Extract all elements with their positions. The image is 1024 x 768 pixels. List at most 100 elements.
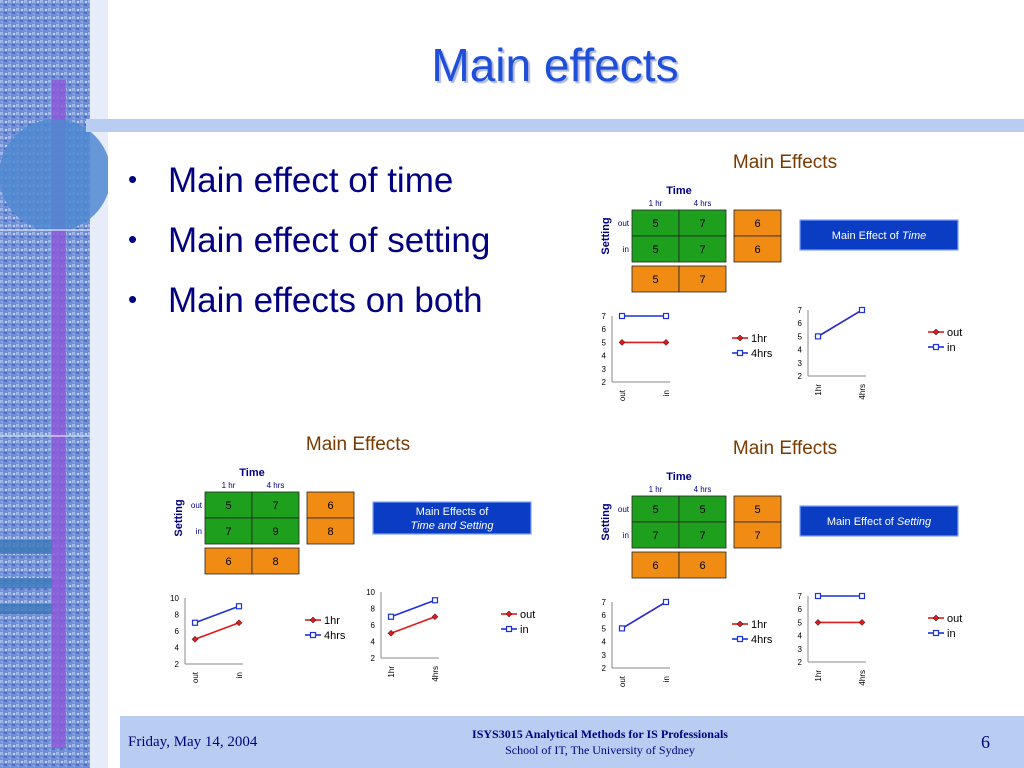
table-cell [678,235,727,263]
data-point [191,619,199,626]
legend-marker [932,629,940,637]
legend-label: 1hr [751,333,767,345]
column-mean-value: 6 [652,560,658,572]
row-mean-value: 5 [754,504,760,516]
table-value: 7 [699,244,705,256]
column-label: 1 hr [222,481,236,490]
bullet-text: Main effect of time [168,161,454,200]
y-tick-label: 8 [371,605,376,614]
table-value: 5 [225,500,231,512]
legend-marker [505,610,513,618]
row-label: out [618,505,630,514]
data-point [662,339,670,346]
setting-label: Setting [600,217,612,254]
y-tick-label: 5 [798,618,803,627]
y-tick-label: 2 [602,378,607,387]
line-chart: 2 3 4 5 6 7 1hr 4hrs out in [798,592,963,686]
line-chart: 2 3 4 5 6 7 out in 1hr 4hrs [602,598,773,687]
banner-emphasis: Time [902,230,926,242]
main-effects-panel-setting: Main Effects Time 1 hr 4 hrs Setting out in 5 5 7… [575,432,1015,698]
legend-marker [736,635,744,643]
column-label: 4 hrs [267,481,285,490]
x-tick-label: out [618,389,627,401]
data-point [858,619,866,626]
bullet-icon: • [128,224,138,254]
x-tick-label: out [618,675,627,687]
table-value: 5 [652,218,658,230]
effect-banner [799,219,959,251]
decoration-pattern [0,0,108,768]
y-tick-label: 2 [175,660,180,669]
series-line [390,599,436,618]
x-tick-label: 4hrs [858,670,867,686]
data-point [387,613,395,620]
panel-title: Main Effects [733,438,837,459]
legend-label: in [947,342,956,354]
table-value: 7 [699,218,705,230]
series-line [194,622,240,640]
data-point [814,333,822,340]
data-point [235,619,243,627]
row-mean-cell [733,495,782,523]
line-chart: 2 3 4 5 6 7 out in 1hr 4hrs [602,312,773,401]
data-point [662,312,670,320]
legend-marker [736,620,744,628]
table-cell [631,521,680,549]
column-mean-cell [631,265,680,293]
x-tick-label: in [662,390,671,396]
table-cell [678,495,727,523]
x-tick-label: out [191,671,200,683]
y-tick-label: 7 [602,312,607,321]
footer-date: Friday, May 14, 2004 [128,734,258,750]
data-point [618,625,626,632]
line-chart: 2 4 6 8 10 1hr 4hrs out in [366,588,535,682]
banner-emphasis: Time and Setting [410,520,494,532]
bullet-item: • Main effects on both [128,270,490,330]
data-point [814,619,822,626]
column-mean-cell [678,265,727,293]
data-point [858,592,866,600]
bullet-icon: • [128,164,138,194]
column-mean-value: 7 [699,274,705,286]
y-tick-label: 8 [175,611,180,620]
x-tick-label: 1hr [387,666,396,678]
bullet-item: • Main effect of setting [128,210,490,270]
row-mean-value: 6 [327,500,333,512]
setting-label: Setting [600,503,612,540]
y-tick-label: 3 [602,651,607,660]
data-point [618,312,626,320]
column-label: 4 hrs [694,199,712,208]
time-label: Time [666,471,691,483]
legend-marker [932,343,940,351]
legend-label: 4hrs [324,630,346,642]
y-tick-label: 4 [371,638,376,647]
x-tick-label: 4hrs [431,666,440,682]
x-tick-label: 4hrs [858,384,867,400]
column-mean-value: 8 [272,556,278,568]
table-value: 9 [272,526,278,538]
series-line [390,616,436,634]
y-tick-label: 3 [602,365,607,374]
y-tick-label: 2 [602,664,607,673]
column-mean-cell [631,551,680,579]
column-mean-cell [204,547,253,575]
row-label: in [196,527,202,536]
y-tick-label: 6 [798,605,803,614]
legend-label: out [947,327,962,339]
table-value: 5 [699,504,705,516]
y-tick-label: 3 [798,645,803,654]
y-tick-label: 7 [798,306,803,315]
table-cell [204,491,253,519]
panel-title: Main Effects [733,152,837,173]
y-tick-label: 4 [175,644,180,653]
legend-label: 4hrs [751,348,773,360]
row-mean-cell [306,517,355,545]
legend-label: out [947,613,962,625]
table-value: 7 [225,526,231,538]
data-point [858,306,866,314]
bullet-text: Main effect of setting [168,221,491,260]
legend-label: out [520,609,535,621]
y-tick-label: 5 [602,624,607,633]
y-tick-label: 2 [371,654,376,663]
